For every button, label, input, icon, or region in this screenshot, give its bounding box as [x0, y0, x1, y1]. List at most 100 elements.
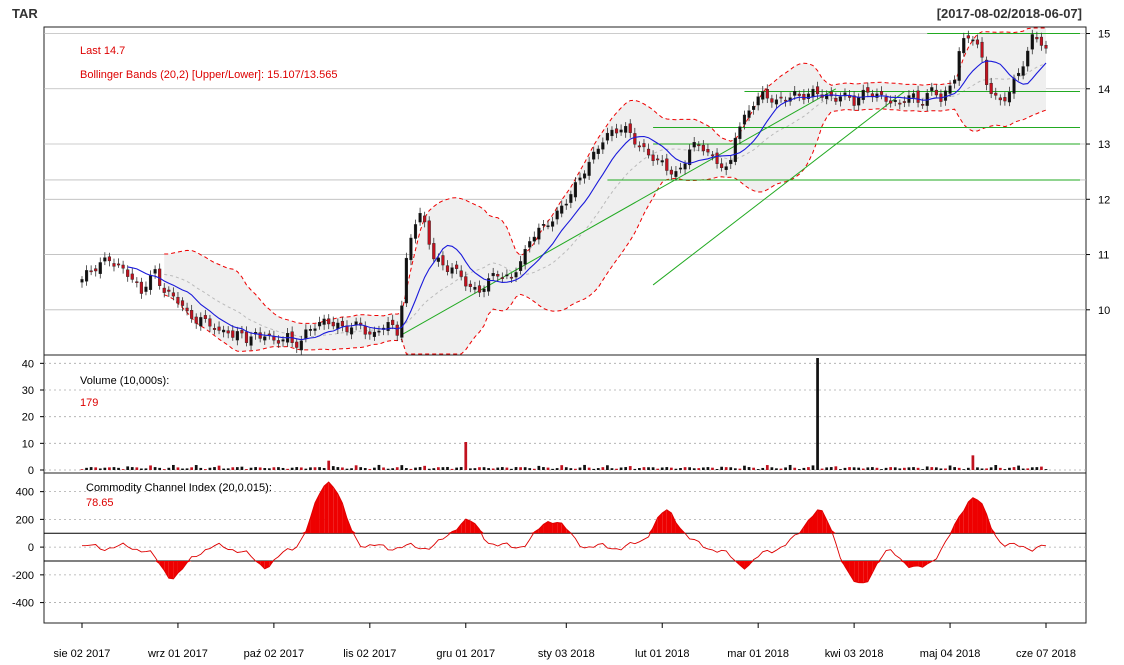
- volume-bar: [889, 467, 893, 470]
- volume-bar: [514, 467, 518, 470]
- cci-overbought-fill: [538, 524, 544, 534]
- candle-body: [464, 276, 468, 287]
- trendline: [652, 91, 905, 286]
- candle-body: [715, 152, 719, 164]
- volume-bar: [660, 467, 664, 470]
- candle-body: [514, 272, 518, 278]
- candle-body: [363, 326, 367, 335]
- candle-body: [144, 286, 148, 292]
- candle-body: [153, 269, 157, 274]
- candle-body: [482, 288, 486, 292]
- cci-oversold-fill: [922, 560, 928, 568]
- volume-bar: [130, 467, 134, 470]
- bollinger-upper: [164, 27, 1046, 324]
- cci-overbought-fill: [968, 497, 973, 534]
- volume-bar: [807, 467, 810, 470]
- cci-fill-areas: [155, 481, 996, 583]
- volume-bar: [1040, 466, 1043, 470]
- candle-body: [103, 257, 107, 262]
- cci-overbought-fill: [328, 481, 334, 534]
- candle-body: [1030, 34, 1034, 50]
- volume-bar: [930, 467, 934, 470]
- volume-bar: [871, 467, 874, 470]
- cci-oversold-fill: [918, 560, 923, 568]
- candle-body: [596, 148, 600, 154]
- volume-bar: [441, 467, 445, 470]
- candle-body: [569, 194, 573, 203]
- volume-bar: [724, 467, 728, 470]
- candle-body: [646, 148, 651, 156]
- candle-body: [902, 101, 906, 103]
- candle-body: [665, 158, 669, 171]
- volume-bar: [829, 467, 833, 470]
- volume-bar: [322, 467, 326, 470]
- candle-body: [116, 263, 121, 266]
- candle-body: [244, 331, 249, 343]
- cci-oversold-fill: [854, 560, 859, 583]
- candle-body: [231, 330, 235, 338]
- volume-bar: [222, 468, 225, 470]
- cci-oversold-fill: [739, 560, 745, 570]
- candle-body: [688, 149, 692, 166]
- volume-bar: [1021, 468, 1025, 470]
- candle-body: [806, 93, 810, 99]
- candle-body: [441, 255, 445, 266]
- candle-body: [281, 339, 285, 342]
- volume-bar: [916, 467, 920, 470]
- volume-bar: [971, 455, 975, 470]
- volume-bar: [213, 467, 216, 470]
- candle-body: [391, 319, 395, 326]
- cci-overbought-fill: [543, 521, 549, 534]
- volume-bar: [117, 467, 120, 470]
- cci-overbought-fill: [808, 515, 813, 534]
- volume-bar: [409, 468, 413, 470]
- volume-bar: [601, 467, 605, 470]
- cci-overbought-fill: [653, 517, 658, 534]
- volume-bar: [1030, 467, 1034, 470]
- volume-bar: [103, 467, 107, 470]
- candle-body: [212, 328, 217, 330]
- volume-bar: [583, 464, 586, 470]
- volume-bar: [172, 464, 175, 470]
- candle-body: [409, 237, 413, 261]
- volume-bar: [395, 467, 399, 470]
- cci-overbought-fill: [342, 503, 347, 534]
- volume-bar: [989, 467, 993, 470]
- candle-body: [829, 91, 833, 97]
- volume-bar: [290, 467, 294, 470]
- volume-bar: [112, 467, 116, 470]
- volume-bar: [226, 468, 230, 470]
- volume-bar: [432, 468, 436, 470]
- cci-oversold-fill: [168, 560, 174, 579]
- candle-body: [1035, 37, 1039, 40]
- candle-body: [774, 99, 779, 105]
- candle-body: [322, 318, 326, 325]
- volume-bar: [505, 467, 509, 470]
- candle-body: [674, 171, 678, 177]
- volume-bar: [670, 467, 673, 470]
- volume-bar: [596, 468, 600, 470]
- volume-bar: [615, 468, 618, 470]
- volume-bar: [569, 468, 573, 470]
- volume-bar: [564, 467, 568, 470]
- volume-bar: [743, 465, 746, 470]
- volume-bar: [939, 468, 943, 470]
- cci-overbought-fill: [959, 510, 964, 534]
- cci-overbought-fill: [803, 520, 809, 534]
- candle-body: [1017, 72, 1021, 76]
- candle-body: [89, 270, 93, 273]
- cci-overbought-fill: [662, 509, 667, 534]
- volume-bar: [784, 467, 787, 470]
- volume-bar: [140, 468, 143, 470]
- volume-bar: [720, 466, 723, 470]
- volume-bar: [816, 358, 819, 470]
- cci-overbought-fill: [474, 523, 480, 534]
- cci-overbought-fill: [954, 516, 960, 534]
- volume-bar: [423, 465, 427, 470]
- volume-bar: [674, 468, 678, 470]
- volume-bar: [318, 467, 321, 470]
- volume-bar: [587, 467, 591, 470]
- candle-body: [162, 287, 166, 293]
- volume-bar: [555, 468, 559, 470]
- volume-bar: [240, 466, 244, 470]
